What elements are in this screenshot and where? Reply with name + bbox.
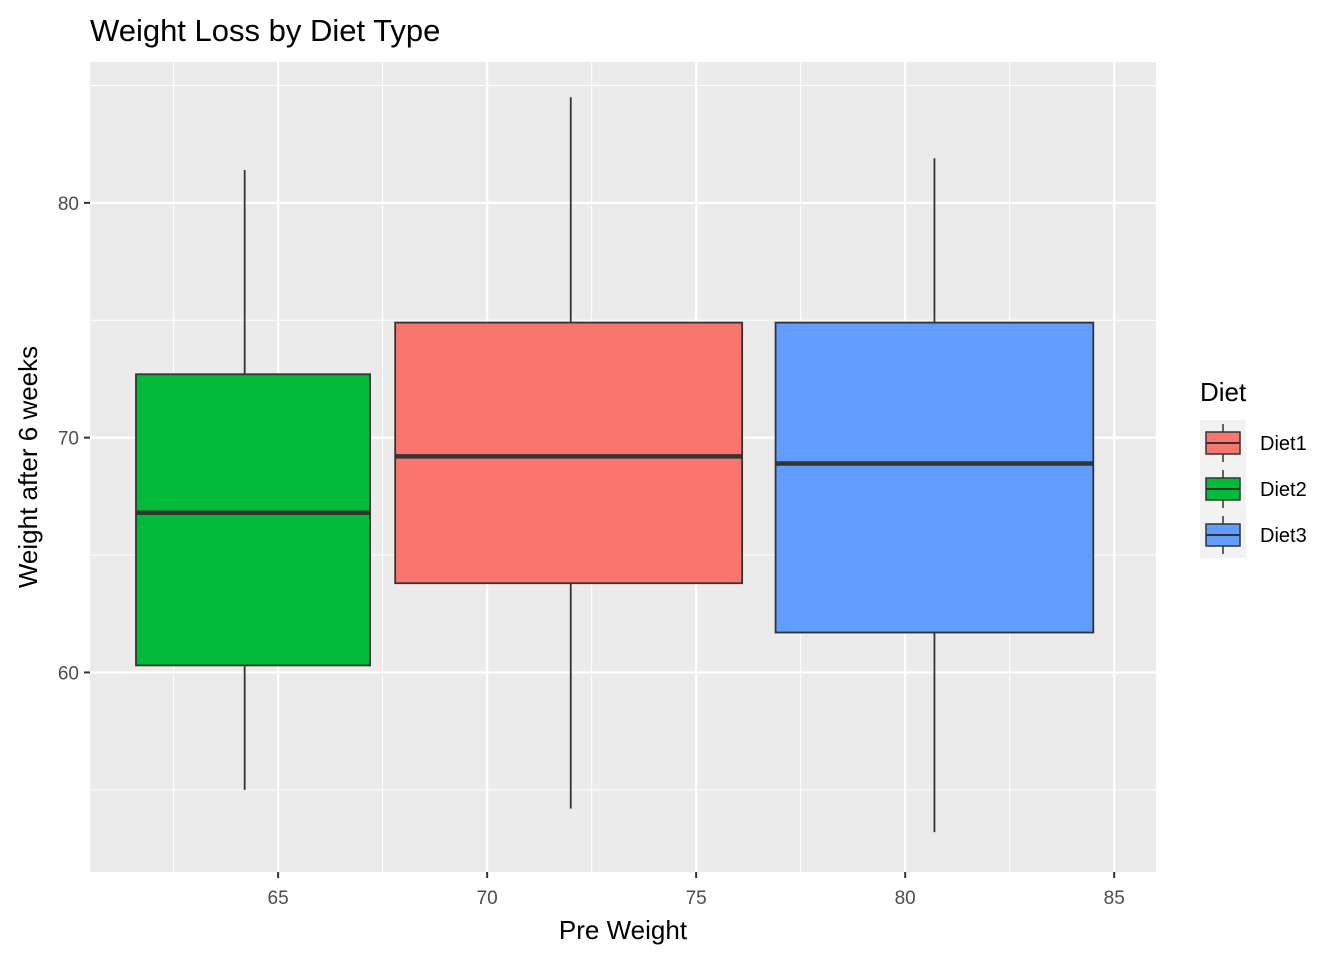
box-diet1 — [394, 97, 744, 809]
legend-items: Diet1 Diet2 Diet3 — [1200, 420, 1307, 558]
legend-item-diet2: Diet2 — [1200, 466, 1307, 512]
x-tick-label: 80 — [895, 888, 916, 909]
x-tick-label: 75 — [686, 888, 707, 909]
box-diet3 — [774, 158, 1095, 833]
box-body — [394, 321, 744, 585]
boxes — [135, 97, 1095, 833]
y-tick-label: 70 — [58, 429, 79, 450]
box-body — [135, 373, 371, 667]
y-axis-title: Weight after 6 weeks — [13, 346, 43, 588]
x-tick-label: 85 — [1104, 888, 1125, 909]
box-diet2 — [135, 170, 371, 790]
legend-item-diet1: Diet1 — [1200, 420, 1307, 466]
plot-panel — [90, 62, 1156, 872]
legend-label: Diet3 — [1260, 525, 1307, 547]
chart-title: Weight Loss by Diet Type — [90, 13, 440, 48]
box-body — [774, 321, 1095, 634]
y-tick-label: 60 — [58, 663, 79, 684]
legend-title: Diet — [1200, 377, 1247, 407]
legend-label: Diet1 — [1260, 433, 1307, 455]
legend-label: Diet2 — [1260, 479, 1307, 501]
x-tick-label: 65 — [268, 888, 289, 909]
legend-item-diet3: Diet3 — [1200, 512, 1307, 558]
x-tick-label: 70 — [477, 888, 498, 909]
legend: Diet Diet1 Diet2 Diet3 — [1200, 377, 1307, 558]
x-axis-title: Pre Weight — [559, 915, 688, 945]
axes: 65 70 75 80 85 60 70 80 — [58, 194, 1125, 909]
y-tick-label: 80 — [58, 194, 79, 215]
